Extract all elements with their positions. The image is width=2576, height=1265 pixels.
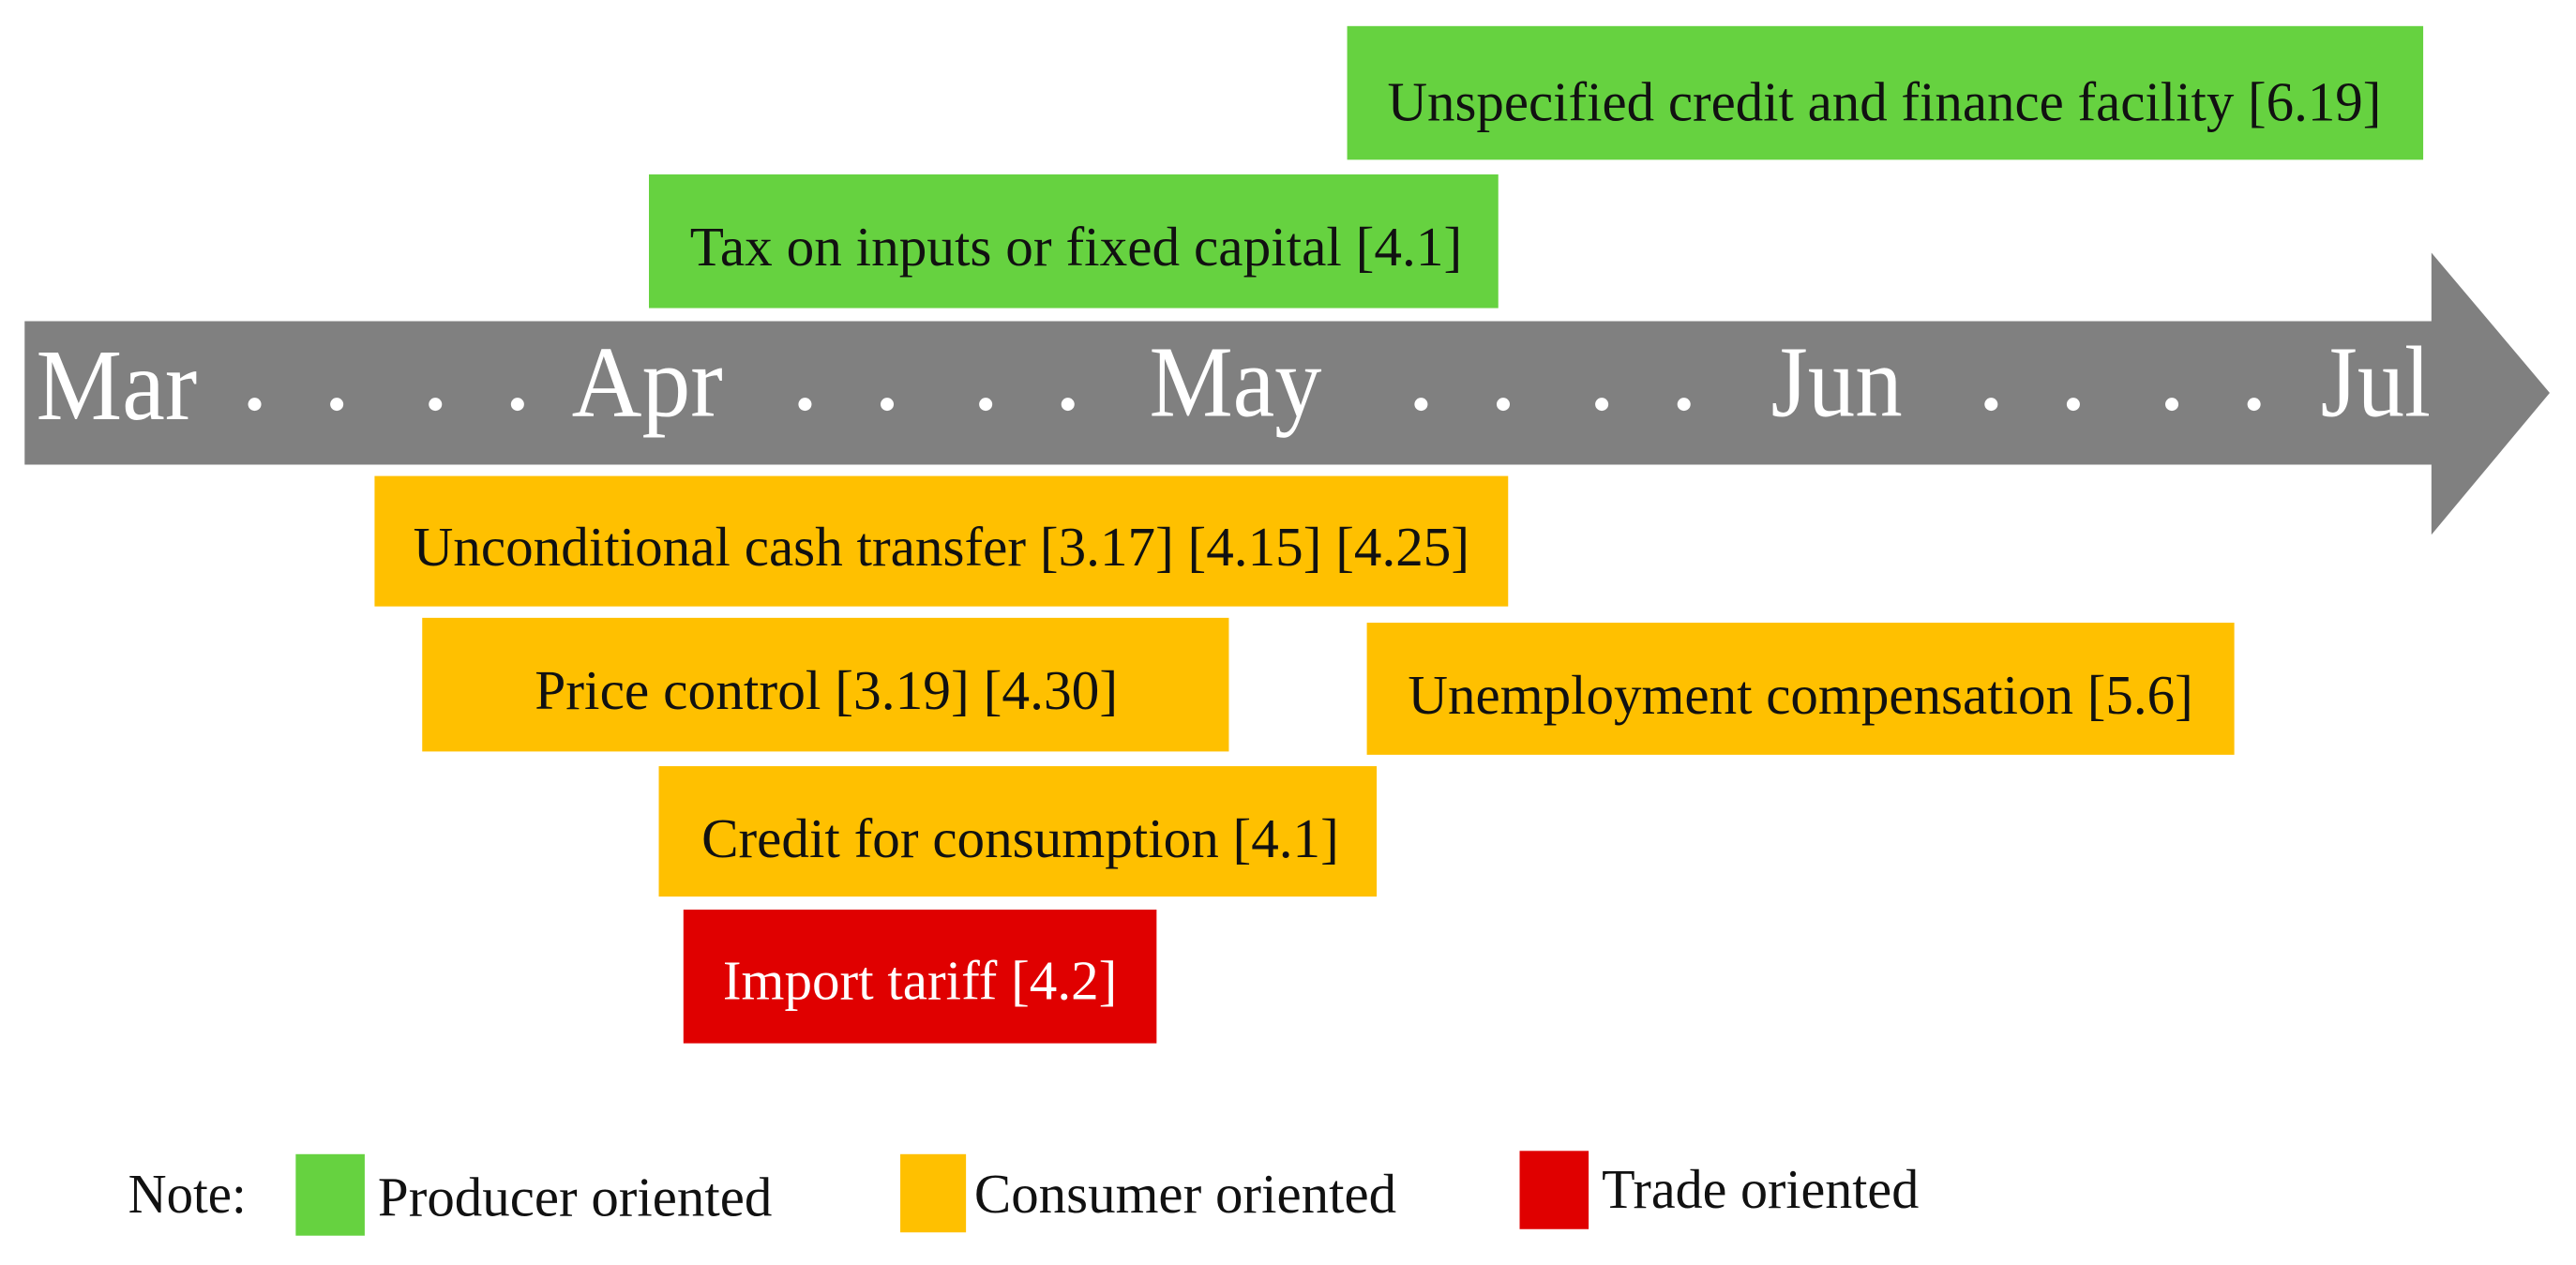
event-box [1366, 623, 2235, 755]
event-label: Price control [3.19] [4.30] [535, 659, 1118, 721]
timeline-dot [2247, 398, 2261, 412]
timeline-dot [979, 398, 993, 412]
legend-swatch [1519, 1151, 1589, 1229]
timeline-dot [1061, 398, 1075, 412]
month-label: Mar [37, 331, 198, 443]
timeline-dot [2066, 398, 2080, 412]
event-label: Import tariff [4.2] [723, 949, 1117, 1011]
event-box [649, 174, 1499, 309]
month-label: May [1149, 327, 1321, 439]
event-label: Credit for consumption [4.1] [701, 807, 1339, 869]
month-label: Apr [572, 327, 723, 439]
timeline-dot [429, 398, 443, 412]
legend-note: Note: [128, 1163, 247, 1225]
timeline-dot [2165, 398, 2179, 412]
month-label: Jul [2321, 327, 2431, 439]
event-box [422, 617, 1229, 752]
event-label: Unspecified credit and finance facility … [1387, 70, 2381, 132]
event-box [658, 766, 1378, 897]
legend-label: Trade oriented [1602, 1158, 1919, 1220]
event-label: Unemployment compensation [5.6] [1408, 664, 2192, 726]
month-label: Jun [1771, 327, 1903, 439]
legend-swatch [295, 1153, 365, 1236]
event-box [374, 475, 1509, 607]
timeline-dots [248, 398, 2261, 412]
event-box [683, 910, 1157, 1044]
timeline-dot [248, 398, 262, 412]
legend-label: Consumer oriented [974, 1163, 1396, 1225]
timeline-dot [1414, 398, 1428, 412]
legend-swatch [900, 1153, 967, 1233]
event-label: Tax on inputs or fixed capital [4.1] [690, 216, 1462, 278]
timeline-dot [1496, 398, 1511, 412]
timeline-dot [798, 398, 812, 412]
timeline-dot [1595, 398, 1609, 412]
timeline-dot [330, 398, 344, 412]
legend-label: Producer oriented [378, 1167, 772, 1228]
timeline-dot [1677, 398, 1691, 412]
event-label: Unconditional cash transfer [3.17] [4.15… [414, 516, 1469, 578]
timeline-dot [1984, 398, 1998, 412]
timeline-dot [881, 398, 895, 412]
event-box [1347, 25, 2424, 160]
timeline-dot [510, 398, 524, 412]
timeline-arrow [24, 252, 2550, 535]
